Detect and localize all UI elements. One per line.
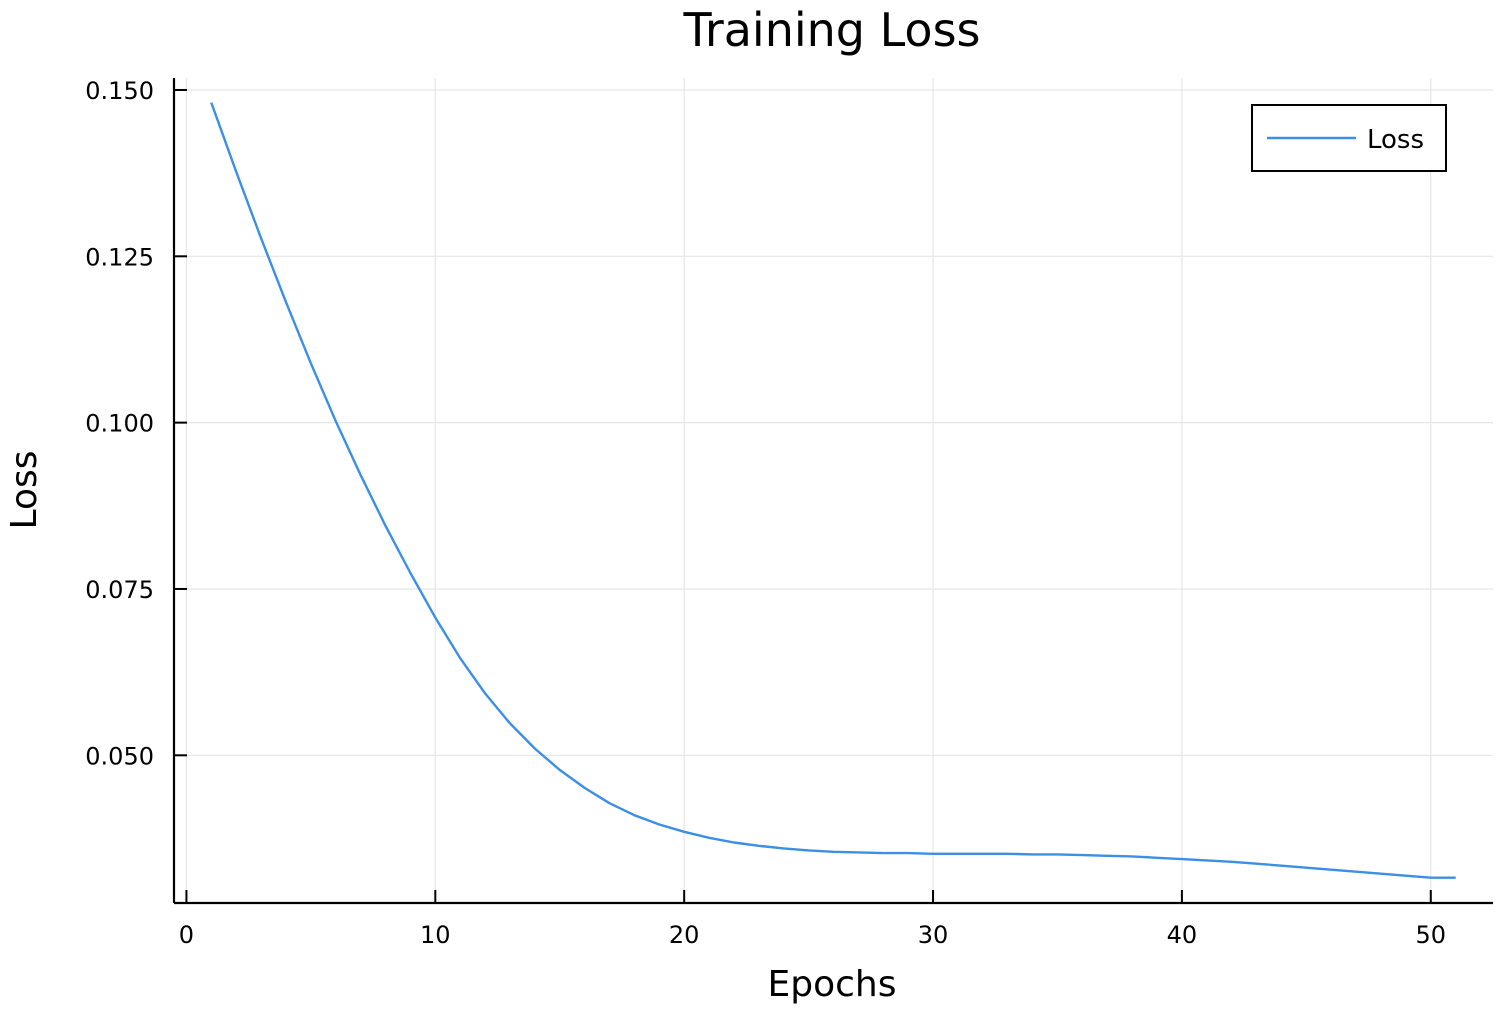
x-tick-label: 0 (179, 921, 194, 949)
chart-title: Training Loss (682, 3, 980, 57)
y-tick-label: 0.125 (85, 243, 154, 271)
x-tick-label: 40 (1167, 921, 1198, 949)
y-ticks: 0.050 0.075 0.100 0.125 0.150 (85, 77, 187, 770)
series-line-loss (210, 102, 1456, 879)
x-tick-label: 20 (669, 921, 700, 949)
legend: Loss (1251, 104, 1447, 172)
x-tick-label: 30 (918, 921, 949, 949)
x-tick-label: 50 (1416, 921, 1447, 949)
y-tick-label: 0.150 (85, 77, 154, 105)
y-tick-label: 0.075 (85, 576, 154, 604)
y-tick-label: 0.050 (85, 742, 154, 770)
x-tick-label: 10 (420, 921, 451, 949)
x-axis-title: Epochs (768, 964, 897, 1005)
x-ticks: 0 10 20 30 40 50 (179, 890, 1446, 949)
legend-label-loss: Loss (1367, 125, 1424, 155)
y-axis-title: Loss (4, 451, 45, 530)
grid (174, 78, 1493, 903)
y-tick-label: 0.100 (85, 410, 154, 438)
